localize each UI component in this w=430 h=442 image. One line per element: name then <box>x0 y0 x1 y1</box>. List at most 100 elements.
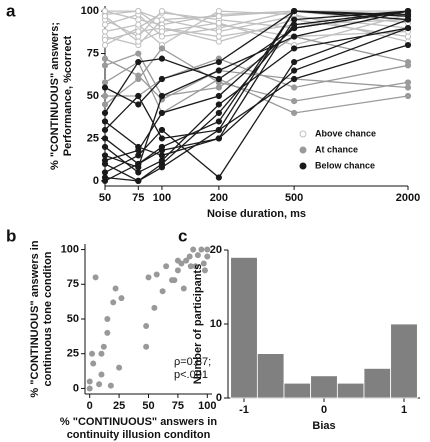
y-tick-label: 100 <box>61 243 79 255</box>
scatter-point <box>100 343 107 350</box>
y-tick-label: 100 <box>81 5 99 17</box>
data-point <box>101 157 109 164</box>
data-point <box>291 97 298 105</box>
scatter-point <box>194 252 201 259</box>
data-point <box>215 92 222 100</box>
scatter-point <box>178 260 185 267</box>
histogram-bar <box>283 382 312 399</box>
data-point <box>291 24 298 32</box>
participant-line <box>104 13 409 46</box>
data-point <box>101 79 109 86</box>
participant-line <box>104 61 409 114</box>
legend-marker <box>299 146 307 154</box>
axis-label: % "CONTINUOUS" answers; <box>49 22 61 170</box>
scatter-point <box>201 267 208 274</box>
scatter-point <box>200 260 207 267</box>
participant-line <box>104 27 409 182</box>
scatter-point <box>145 274 152 281</box>
data-point <box>135 38 142 45</box>
data-point <box>291 67 298 74</box>
histogram-bar <box>230 256 258 399</box>
histogram-bar <box>336 382 365 399</box>
data-point <box>291 16 298 23</box>
data-point <box>291 45 298 52</box>
scatter-point <box>159 288 166 295</box>
data-point <box>215 67 222 74</box>
data-point <box>215 7 222 15</box>
axis-label: % "CONTINUOUS" answers in <box>60 416 217 428</box>
scatter-point <box>153 271 160 278</box>
data-point <box>158 135 166 142</box>
data-point <box>101 41 109 49</box>
axis-label: p<.001 <box>174 369 208 381</box>
participant-line <box>104 58 409 101</box>
data-point <box>135 101 142 108</box>
y-tick-label: 75 <box>67 278 79 290</box>
y-tick-label: 75 <box>87 47 99 59</box>
x-tick-label: 0 <box>87 400 93 412</box>
data-point <box>291 33 298 40</box>
data-point <box>101 84 109 91</box>
participant-line <box>104 10 409 46</box>
axis-label: Performance, %correct <box>62 35 74 156</box>
panel-letter: b <box>6 226 16 245</box>
scatter-point <box>174 267 181 274</box>
data-point <box>404 92 412 100</box>
data-point <box>101 55 109 62</box>
participant-line <box>104 10 409 106</box>
data-point <box>135 152 142 159</box>
histogram-bar <box>363 367 392 399</box>
histogram-bar <box>390 323 418 399</box>
data-point <box>291 109 298 117</box>
data-point <box>158 55 166 62</box>
scatter-point <box>190 246 197 253</box>
scatter-point <box>98 350 105 357</box>
data-point <box>135 33 142 40</box>
scatter-point <box>171 277 178 284</box>
data-point <box>158 147 166 154</box>
data-point <box>215 118 222 125</box>
x-tick-label: 1 <box>401 404 407 416</box>
legend-label: At chance <box>315 144 358 154</box>
data-point <box>101 118 109 125</box>
data-point <box>215 38 222 45</box>
axis-label: continuity illusion conditon <box>67 429 211 441</box>
y-tick-label: 0 <box>216 392 222 404</box>
scatter-point <box>186 253 193 260</box>
data-point <box>101 126 109 134</box>
data-point <box>101 152 109 159</box>
data-point <box>158 109 166 117</box>
scatter-point <box>112 285 119 292</box>
histogram-bar <box>310 375 338 399</box>
data-point <box>101 109 109 117</box>
y-tick-label: 20 <box>210 244 222 256</box>
data-point <box>101 62 109 69</box>
data-point <box>135 160 142 168</box>
x-tick-label: 75 <box>132 192 144 204</box>
scatter-point <box>92 274 99 281</box>
scatter-point <box>192 263 199 270</box>
scatter-point <box>180 285 187 292</box>
data-point <box>291 7 298 15</box>
scatter-point <box>151 304 158 311</box>
data-point <box>158 33 166 40</box>
data-point <box>135 92 142 100</box>
data-point <box>101 7 109 15</box>
data-point <box>215 126 222 134</box>
data-point <box>135 169 142 176</box>
data-point <box>404 24 412 32</box>
axis-label: % "CONTINUOUS" answers in <box>29 240 41 397</box>
scatter-point <box>183 257 190 264</box>
data-point <box>135 58 142 66</box>
data-point <box>101 28 109 35</box>
participant-line <box>104 10 409 157</box>
x-tick-label: 100 <box>198 400 216 412</box>
participant-line <box>104 27 409 174</box>
data-point <box>291 75 298 83</box>
axis-label: ρ=0.87; <box>174 356 211 368</box>
data-point <box>135 75 142 83</box>
scatter-point <box>143 322 150 329</box>
data-point <box>135 28 142 35</box>
legend-marker <box>299 162 307 170</box>
